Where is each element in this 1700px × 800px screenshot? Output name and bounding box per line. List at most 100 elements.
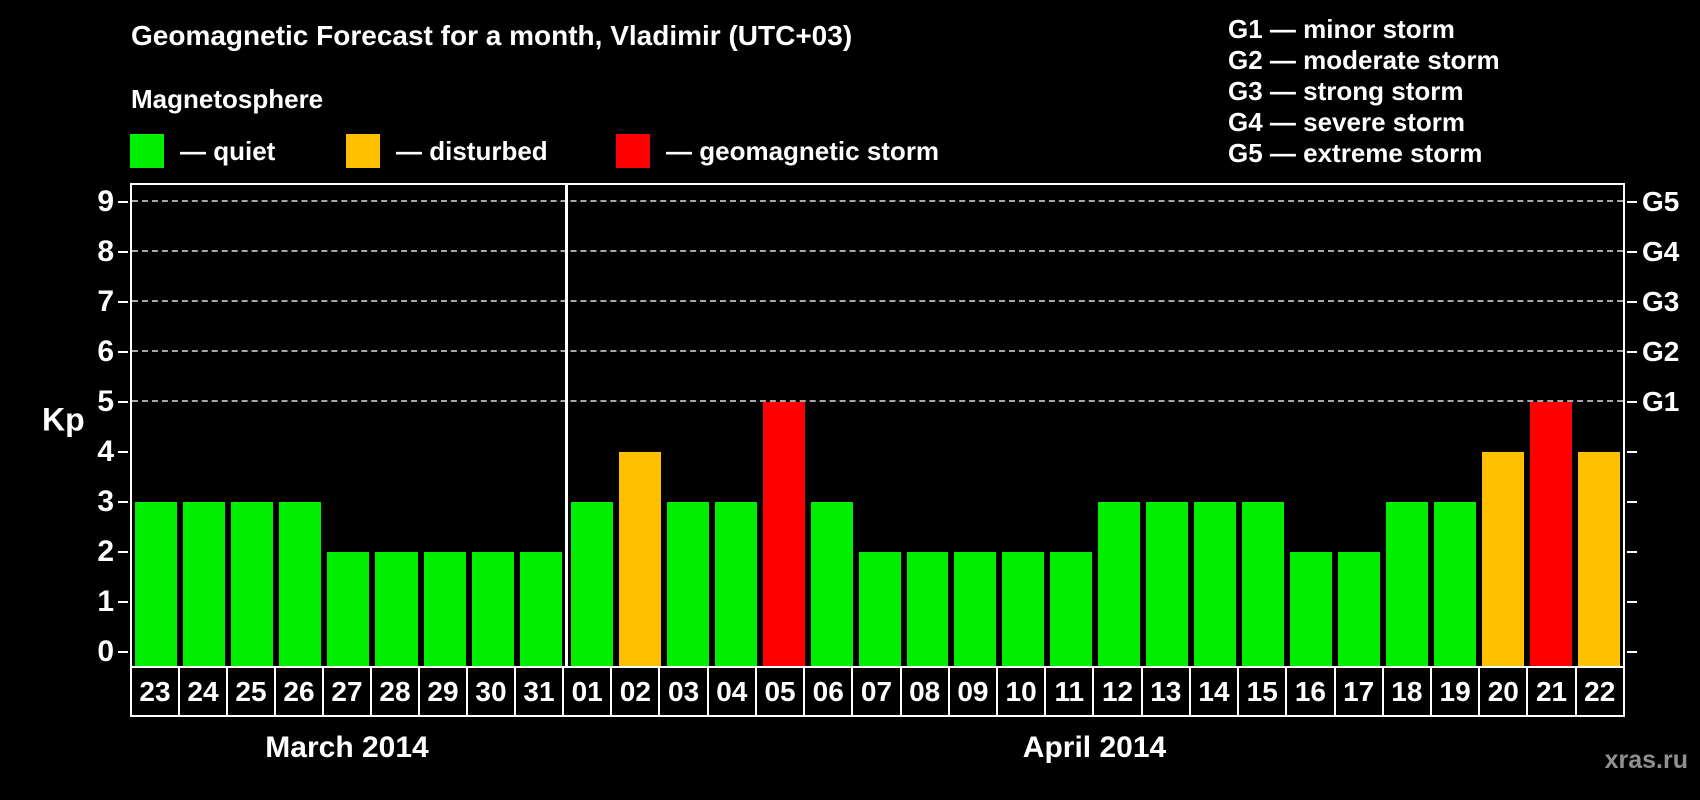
bar-slot-day-15 (1239, 185, 1287, 666)
bar-slot-day-23 (132, 185, 180, 666)
kp-bar (1146, 502, 1189, 666)
y-axis-tick-right (1627, 201, 1637, 203)
day-tick-label: 16 (1285, 666, 1336, 717)
day-tick-label: 07 (851, 666, 902, 717)
kp-bar (858, 552, 901, 666)
bar-slot-day-19 (1431, 185, 1479, 666)
watermark: xras.ru (1604, 746, 1688, 774)
day-tick-label: 26 (274, 666, 324, 717)
gridline-kp-5 (132, 400, 1623, 402)
day-tick-label: 13 (1140, 666, 1191, 717)
bar-slot-day-31 (517, 185, 565, 666)
bar-slot-day-05 (760, 185, 808, 666)
day-tick-label: 19 (1429, 666, 1481, 717)
kp-bar (279, 502, 322, 666)
legend-item-label: — geomagnetic storm (666, 135, 940, 166)
day-tick-label: 03 (658, 666, 709, 717)
kp-bar (1577, 452, 1620, 666)
y-tick-label: 3 (97, 485, 114, 518)
bar-slot-day-22 (1575, 185, 1623, 666)
g-scale-line-g2: G2 — moderate storm (1228, 45, 1500, 75)
day-tick-label: 20 (1478, 666, 1529, 717)
y-axis-tick-left (118, 251, 128, 253)
day-tick-label: 10 (996, 666, 1047, 717)
kp-bar (1098, 502, 1141, 666)
y-tick-label: 4 (97, 435, 114, 468)
kp-bar (618, 452, 661, 666)
page-title: Geomagnetic Forecast for a month, Vladim… (131, 20, 853, 51)
day-group: 01 02 03 04 05 06 07 08 09 10 11 12 13 14 15 16 17 18 19 20… (562, 666, 1625, 717)
y-axis-tick-right (1627, 301, 1637, 303)
y-axis-tick-right (1627, 451, 1637, 453)
bar-slot-day-02 (616, 185, 664, 666)
kp-bar (1194, 502, 1237, 666)
g-scale-legend: G1 — minor storm G2 — moderate storm G3 … (1228, 14, 1500, 169)
kp-bar (423, 552, 466, 666)
day-tick-label: 30 (466, 666, 516, 717)
y-axis-tick-left (118, 451, 128, 453)
kp-bar (471, 552, 514, 666)
kp-bar (906, 552, 949, 666)
kp-bar (1338, 552, 1381, 666)
kp-bar (1050, 552, 1093, 666)
y-axis-tick-right (1627, 551, 1637, 553)
bar-slot-day-26 (276, 185, 324, 666)
day-tick-label: 15 (1237, 666, 1288, 717)
kp-bar (666, 502, 709, 666)
day-tick-label: 09 (947, 666, 998, 717)
bar-slot-day-06 (808, 185, 856, 666)
bar-slot-day-11 (1047, 185, 1095, 666)
y-axis-tick-left (118, 201, 128, 203)
kp-bar (519, 552, 562, 666)
kp-bar (183, 502, 226, 666)
y-axis-tick-right (1627, 401, 1637, 403)
kp-bar (762, 402, 805, 666)
kp-bar (1242, 502, 1285, 666)
y-tick-label: 7 (97, 285, 114, 318)
y-tick-label: 1 (97, 585, 114, 618)
y-axis-tick-right (1627, 351, 1637, 353)
bar-slot-day-07 (856, 185, 904, 666)
g-scale-axis-label-g3: G3 (1642, 286, 1680, 317)
kp-bar (231, 502, 274, 666)
y-axis-tick-left (118, 601, 128, 603)
month-labels-row: March 2014 April 2014 (130, 731, 1625, 765)
bar-slot-day-18 (1383, 185, 1431, 666)
bar-slot-day-10 (999, 185, 1047, 666)
day-tick-label: 06 (803, 666, 854, 717)
y-tick-label: 5 (97, 385, 114, 418)
g-scale-line-g3: G3 — strong storm (1228, 76, 1464, 106)
day-group: 23 24 25 26 27 28 29 30 31 (130, 666, 564, 717)
bar-slot-day-30 (469, 185, 517, 666)
gridline-kp-6 (132, 350, 1623, 352)
bar-slot-day-03 (664, 185, 712, 666)
day-tick-label: 31 (514, 666, 564, 717)
day-tick-label: 05 (754, 666, 806, 717)
bar-slot-day-01 (568, 185, 616, 666)
kp-bar (810, 502, 853, 666)
g-scale-axis-label-g5: G5 (1642, 186, 1680, 217)
day-tick-label: 23 (130, 666, 180, 717)
legend-heading: Magnetosphere (131, 84, 324, 114)
day-axis-row: 23 24 25 26 27 28 29 30 31 01 02 03 04 05 06 07 08 09 10 11… (130, 666, 1625, 717)
day-tick-label: 01 (562, 666, 613, 717)
day-tick-label: 24 (178, 666, 228, 717)
bar-slot-day-29 (421, 185, 469, 666)
plot-area (130, 183, 1625, 668)
legend-item-label: — quiet (180, 135, 276, 166)
kp-bar (954, 552, 997, 666)
kp-bar (570, 502, 613, 666)
y-axis-tick-right (1627, 601, 1637, 603)
bar-slot-day-24 (180, 185, 228, 666)
bar-slot-day-25 (228, 185, 276, 666)
day-tick-label: 29 (418, 666, 468, 717)
y-tick-label: 9 (97, 185, 114, 218)
y-axis-tick-right (1627, 251, 1637, 253)
legend-item-storm: — geomagnetic storm (616, 134, 939, 168)
legend-item-quiet: — quiet (130, 134, 275, 168)
y-axis-tick-left (118, 301, 128, 303)
kp-bar (1290, 552, 1333, 666)
bar-slot-day-14 (1191, 185, 1239, 666)
gridline-kp-9 (132, 200, 1623, 202)
